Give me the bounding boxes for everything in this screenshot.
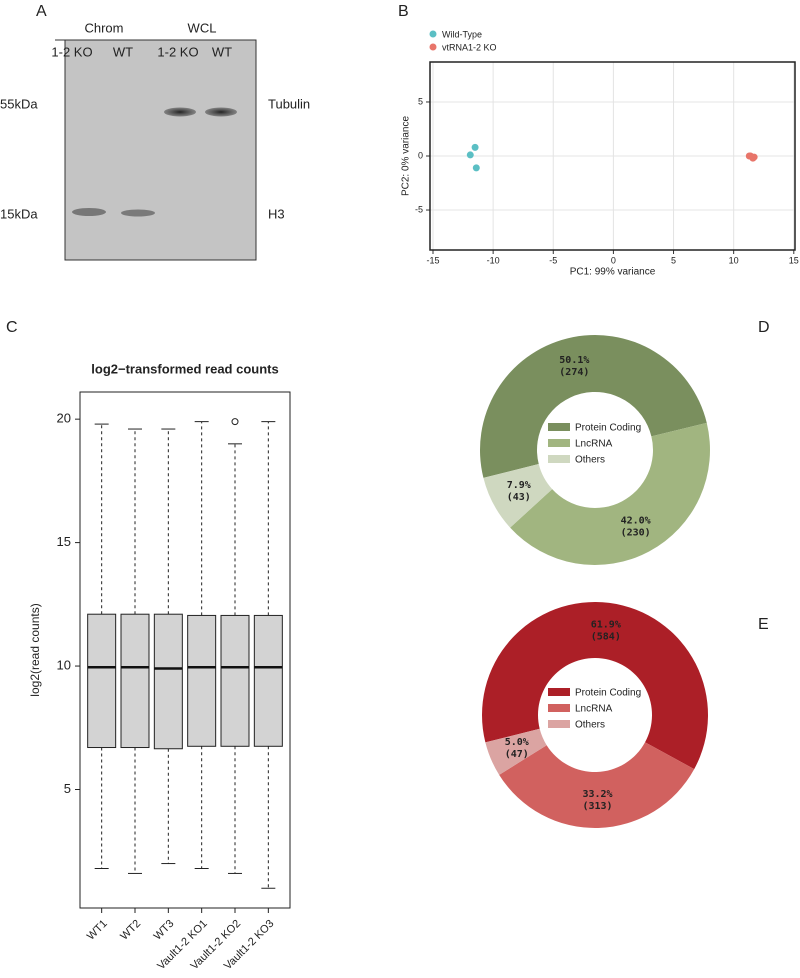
band xyxy=(72,208,106,216)
value-label: 5.0% xyxy=(505,737,529,748)
point xyxy=(750,153,758,161)
legend-label: LncRNA xyxy=(575,704,613,715)
lane-label: WT xyxy=(113,44,133,59)
count-label: (43) xyxy=(507,492,531,503)
count-label: (47) xyxy=(505,749,529,760)
value-label: 42.0% xyxy=(621,515,651,526)
group-label: Chrom xyxy=(84,20,123,35)
slice xyxy=(483,464,553,528)
y-tick-label: 20 xyxy=(57,411,71,426)
value-label: 33.2% xyxy=(582,789,612,800)
legend-label: Protein Coding xyxy=(575,423,641,434)
y-tick-label: 5 xyxy=(418,96,423,106)
legend-swatch xyxy=(429,30,437,38)
count-label: (230) xyxy=(621,527,651,538)
count-label: (313) xyxy=(582,801,612,812)
band xyxy=(205,107,237,117)
x-tick-label: WT3 xyxy=(152,918,177,943)
x-tick-label: 0 xyxy=(611,255,616,265)
x-axis-label: PC1: 99% variance xyxy=(570,267,656,278)
slice xyxy=(499,742,695,828)
y-tick-label: -5 xyxy=(415,204,423,214)
y-tick-label: 15 xyxy=(57,534,71,549)
x-tick-label: -10 xyxy=(487,255,500,265)
legend-swatch xyxy=(548,720,570,728)
x-tick-label: WT1 xyxy=(85,918,110,943)
plot-frame xyxy=(79,391,291,909)
y-tick-label: 5 xyxy=(64,781,71,796)
panel-label: A xyxy=(36,3,47,20)
band-label: Tubulin xyxy=(268,96,310,111)
y-axis-label: log2(read counts) xyxy=(28,603,42,696)
point xyxy=(472,164,480,172)
legend-label: Others xyxy=(575,455,605,466)
slice xyxy=(481,602,708,770)
legend-swatch xyxy=(548,688,570,696)
y-axis-label: PC2: 0% variance xyxy=(401,116,412,196)
band xyxy=(164,107,196,117)
legend-label: Protein Coding xyxy=(575,688,641,699)
band xyxy=(121,209,155,217)
count-label: (584) xyxy=(591,632,621,643)
lane-label: 1-2 KO xyxy=(51,44,92,59)
box xyxy=(153,613,183,750)
band-label: H3 xyxy=(268,206,285,221)
count-label: (274) xyxy=(559,367,589,378)
slice xyxy=(479,334,707,478)
legend-swatch xyxy=(548,423,570,431)
point xyxy=(471,143,479,151)
marker-label: 55kDa xyxy=(0,96,38,111)
marker-label: 15kDa xyxy=(0,206,38,221)
panel-label: C xyxy=(6,319,18,336)
legend-swatch xyxy=(548,439,570,447)
slice xyxy=(485,728,547,775)
point xyxy=(466,151,474,159)
legend-label: vtRNA1-2 KO xyxy=(442,42,497,52)
blot-image xyxy=(64,39,257,261)
slice xyxy=(510,422,710,565)
box xyxy=(87,613,117,749)
box xyxy=(120,613,150,749)
x-tick-label: 15 xyxy=(789,255,799,265)
value-label: 50.1% xyxy=(559,355,589,366)
x-tick-label: WT2 xyxy=(118,918,143,943)
chart-title: log2−transformed read counts xyxy=(91,361,278,376)
y-tick-label: 10 xyxy=(57,657,71,672)
x-tick-label: 10 xyxy=(729,255,739,265)
legend-swatch xyxy=(429,43,437,51)
lane-label: WT xyxy=(212,44,232,59)
group-label: WCL xyxy=(188,20,217,35)
box xyxy=(220,614,250,747)
legend-swatch xyxy=(548,704,570,712)
value-label: 7.9% xyxy=(507,480,531,491)
plot-frame xyxy=(429,61,796,251)
outlier xyxy=(231,418,239,426)
value-label: 61.9% xyxy=(591,620,621,631)
lane-label: 1-2 KO xyxy=(157,44,198,59)
panel-label: B xyxy=(398,3,409,20)
y-tick-label: 0 xyxy=(418,150,423,160)
legend-label: Wild-Type xyxy=(442,29,482,39)
box xyxy=(187,614,217,747)
x-tick-label: -5 xyxy=(549,255,557,265)
panel-label: D xyxy=(758,319,770,336)
panel-label: E xyxy=(758,616,769,633)
x-tick-label: 5 xyxy=(671,255,676,265)
box xyxy=(253,614,283,747)
legend-label: LncRNA xyxy=(575,439,613,450)
legend-swatch xyxy=(548,455,570,463)
x-tick-label: -15 xyxy=(426,255,439,265)
legend-label: Others xyxy=(575,720,605,731)
